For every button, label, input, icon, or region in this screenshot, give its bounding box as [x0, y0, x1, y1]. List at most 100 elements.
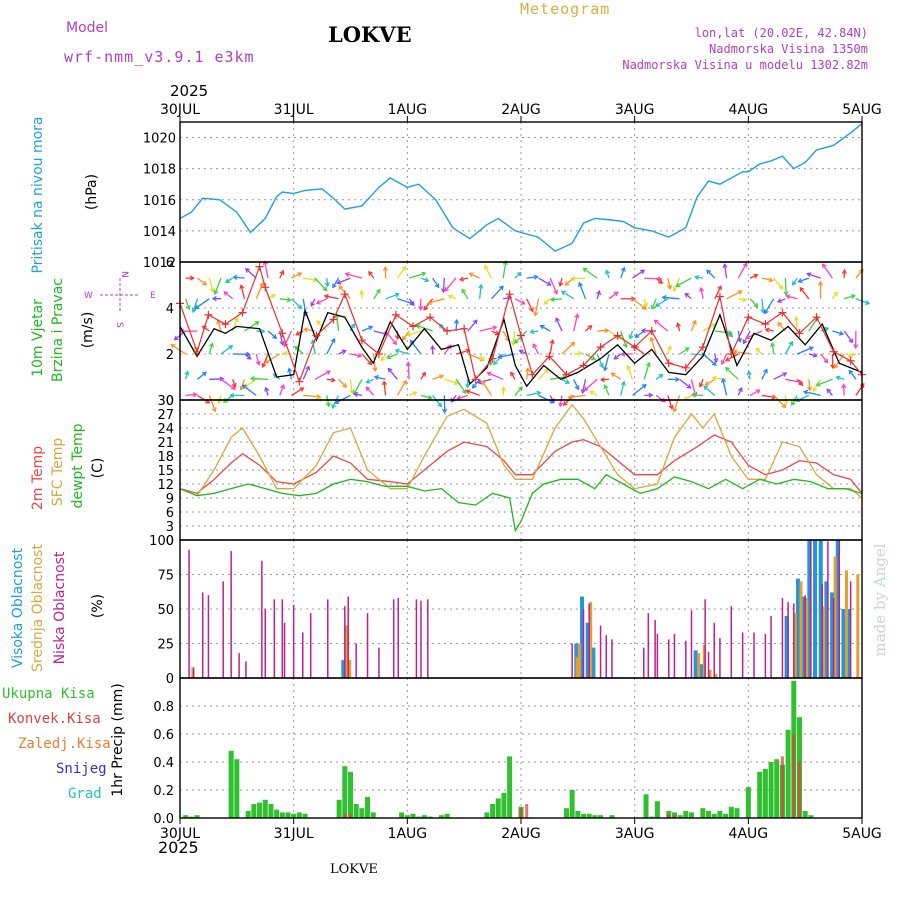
wind-arrow: [676, 277, 692, 287]
wind-arrow: [733, 350, 751, 355]
wind-arrow: [831, 291, 838, 300]
mid-cloud-bar: [856, 574, 860, 678]
precip-total-bar: [501, 792, 507, 818]
wind-arrow: [407, 330, 422, 336]
wind-gust-marker: [579, 361, 588, 370]
precip-total-bar: [268, 804, 274, 818]
wind-arrow: [549, 277, 558, 295]
wind-arrow: [620, 381, 625, 396]
precip-total-bar: [342, 766, 348, 818]
low-cloud-bar: [201, 592, 204, 678]
wind-arrow-head: [394, 348, 400, 354]
wind-arrow-head: [322, 286, 328, 292]
wind-arrow-head: [529, 307, 534, 313]
wind-arrow-head: [518, 349, 524, 355]
wind-arrow-head: [372, 367, 378, 373]
wind-arrow: [264, 353, 281, 364]
high-cloud-bar: [341, 660, 346, 678]
wind-arrow-head: [249, 376, 255, 382]
legend-snow: Snijeg: [56, 761, 107, 777]
low-cloud-bar: [427, 599, 429, 678]
precip-total-bar: [768, 762, 774, 818]
wind-arrow-head: [613, 291, 619, 297]
wind-arrow-head: [380, 356, 386, 362]
wind-arrow: [842, 384, 845, 396]
wind-arrow-head: [812, 352, 818, 358]
low-cloud-bar: [704, 599, 706, 678]
wind-arrow-head: [848, 369, 854, 375]
wind-arrow: [171, 344, 187, 355]
wind-gust-marker: [340, 290, 349, 299]
wind-arrow-head: [610, 372, 616, 378]
wind-arrow-head: [631, 296, 636, 302]
low-cloud-bar: [309, 613, 312, 678]
model-name: wrf-nmm_v3.9.1 e3km: [64, 48, 255, 66]
wind-arrow: [526, 391, 541, 397]
wind-arrow: [703, 385, 716, 396]
wind-arrow: [407, 362, 410, 380]
wind-arrow-head: [848, 338, 854, 344]
precip-total-bar: [808, 815, 814, 818]
wind-gust-marker: [374, 350, 383, 358]
wind-arrow-head: [826, 388, 832, 394]
wind-arrow-head: [587, 325, 593, 330]
wind-arrow: [573, 379, 579, 390]
wind-arrow: [314, 277, 328, 291]
wind-arrow-head: [672, 407, 678, 413]
wind-arrow-head: [649, 336, 655, 342]
wind-arrow: [303, 394, 321, 398]
wind-arrow: [479, 326, 497, 332]
precip-total-bar: [427, 816, 433, 818]
wind-arrow-head: [698, 382, 704, 388]
wind-arrow: [784, 278, 787, 296]
wind-arrow: [291, 272, 302, 279]
precip-total-bar: [575, 811, 581, 818]
wind-arrow: [773, 277, 784, 290]
wind-arrow: [722, 378, 728, 396]
wind-arrow-head: [792, 280, 797, 286]
wind-arrow-head: [841, 268, 847, 274]
wind-arrow-head: [753, 273, 759, 279]
wind-arrow-head: [693, 274, 700, 280]
wind-arrow-head: [795, 397, 801, 403]
wind-arrow-head: [375, 288, 381, 294]
wind-arrow-head: [703, 385, 709, 391]
wind-arrow: [365, 386, 375, 396]
pressure-tick-label: 1018: [143, 163, 176, 178]
wind-arrow: [354, 393, 363, 397]
wind-arrow-head: [546, 281, 552, 286]
wind-arrow-head: [368, 270, 373, 276]
wind-arrow: [232, 379, 236, 388]
precip-total-bar: [507, 756, 513, 818]
precip-conv-bar: [797, 762, 801, 818]
wind-arrow: [611, 372, 622, 380]
wind-arrow-head: [783, 291, 789, 297]
low-cloud-bar: [281, 599, 284, 678]
wind-arrow-head: [295, 331, 301, 336]
low-cloud-bar: [827, 541, 829, 678]
wind-arrow-head: [450, 397, 456, 403]
wind-arrow-head: [244, 267, 250, 273]
wind-arrow-head: [437, 402, 442, 408]
wind-arrow-head: [622, 343, 628, 349]
wind-arrow: [634, 330, 645, 338]
precip-conv-bar: [667, 813, 671, 818]
low-cloud-bar: [668, 639, 670, 678]
mid-cloud-bar: [833, 556, 837, 678]
low-cloud-bar: [273, 599, 276, 678]
wind-arrow: [427, 298, 445, 304]
wind-arrow: [466, 390, 480, 397]
precip-total-bar: [785, 729, 791, 818]
wind-arrow-head: [598, 362, 604, 369]
precip-total-bar: [581, 813, 587, 818]
low-cloud-bar: [654, 620, 656, 678]
precip-total-bar: [257, 802, 263, 818]
wind-arrow-head: [596, 289, 602, 296]
precip-total-bar: [262, 799, 268, 818]
wind-arrow-head: [241, 384, 247, 390]
low-cloud-bar: [753, 632, 755, 678]
wind-arrow: [385, 330, 397, 345]
wind-arrow: [208, 277, 214, 292]
wind-arrow-head: [427, 394, 433, 400]
wind-arrow-head: [260, 328, 266, 334]
